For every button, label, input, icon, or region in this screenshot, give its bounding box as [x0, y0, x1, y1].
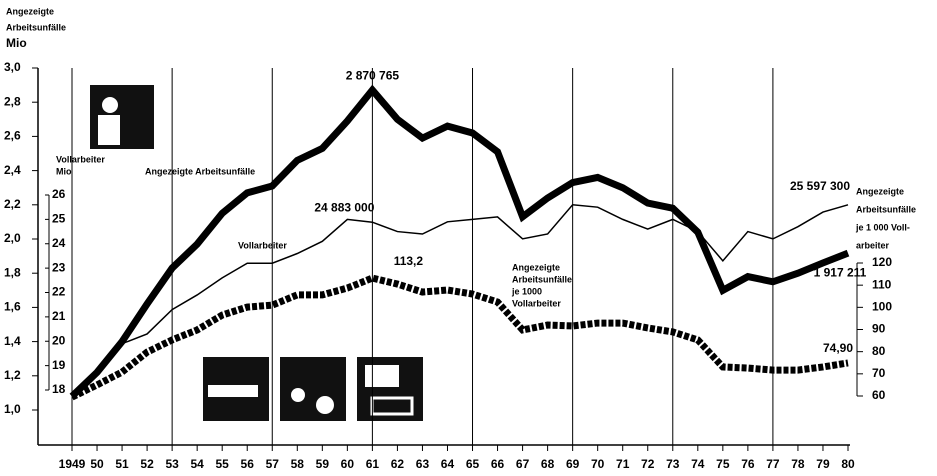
- value-label: 24 883 000: [314, 200, 374, 214]
- y3-axis-title: Arbeitsunfälle: [856, 204, 916, 214]
- y-axis-title: Angezeigte: [6, 6, 54, 16]
- y2-axis-title: Vollarbeiter: [56, 154, 105, 164]
- series-line: [72, 90, 848, 396]
- y2-tick-label: 24: [52, 236, 66, 250]
- y2-tick-label: 21: [52, 309, 66, 323]
- y-tick-label: 1,6: [4, 300, 21, 314]
- value-label: 25 597 300: [790, 179, 850, 193]
- x-tick-label: 53: [165, 457, 179, 471]
- x-tick-label: 65: [466, 457, 480, 471]
- x-tick-label: 74: [691, 457, 705, 471]
- x-tick-label: 70: [591, 457, 605, 471]
- annotation: Arbeitsunfälle: [512, 274, 572, 284]
- y-tick-label: 2,8: [4, 94, 21, 108]
- icon-body: [98, 115, 120, 145]
- y3-tick-label: 80: [872, 344, 886, 358]
- x-tick-label: 52: [140, 457, 154, 471]
- y-tick-label: 1,0: [4, 402, 21, 416]
- y2-tick-label: 25: [52, 212, 66, 226]
- y2-tick-label: 19: [52, 358, 66, 372]
- x-tick-label: 61: [366, 457, 380, 471]
- x-tick-label: 69: [566, 457, 580, 471]
- value-label: 2 870 765: [346, 68, 400, 82]
- y3-tick-label: 90: [872, 322, 886, 336]
- annotation: Vollarbeiter: [238, 240, 287, 250]
- y3-tick-label: 100: [872, 300, 892, 314]
- x-tick-label: 66: [491, 457, 505, 471]
- x-tick-label: 56: [241, 457, 255, 471]
- chart: 1,0 1,2 1,4 1,6 1,8 2,0 2,2 2,4 2,6 2,8 3,0 1949 50 5…: [0, 0, 937, 476]
- y2-tick-label: 20: [52, 333, 66, 347]
- x-tick-label: 60: [341, 457, 355, 471]
- y3-axis-title: Angezeigte: [856, 186, 904, 196]
- y3-tick-label: 70: [872, 366, 886, 380]
- y3-tick-label: 120: [872, 255, 892, 269]
- x-tick-label: 77: [766, 457, 780, 471]
- y-axis-title: Arbeitsunfälle: [6, 22, 66, 32]
- x-tick-label: 62: [391, 457, 405, 471]
- annotation: Angezeigte Arbeitsunfälle: [145, 166, 255, 176]
- x-tick-label: 64: [441, 457, 455, 471]
- x-tick-label: 67: [516, 457, 530, 471]
- y-tick-label: 2,4: [4, 163, 21, 177]
- y2-tick-label: 22: [52, 285, 66, 299]
- value-label: 1 917 211: [814, 265, 867, 279]
- y-tick-label: 3,0: [4, 60, 21, 74]
- x-tick-label: 80: [841, 457, 855, 471]
- annotation: Vollarbeiter: [512, 298, 561, 308]
- x-tick-label: 71: [616, 457, 630, 471]
- y3-tick-label: 60: [872, 388, 886, 402]
- x-tick-label: 1949: [59, 457, 86, 471]
- icons: [90, 85, 423, 421]
- icon-wheel: [291, 388, 305, 402]
- icon-agriculture: [280, 357, 346, 421]
- series-line: [72, 278, 848, 397]
- y3-tick-label: 110: [872, 277, 892, 291]
- y2-axis-title: Mio: [56, 166, 72, 176]
- x-tick-label: 58: [291, 457, 305, 471]
- x-tick-label: 50: [90, 457, 104, 471]
- y3-axis-title: arbeiter: [856, 240, 890, 250]
- x-tick-label: 78: [791, 457, 805, 471]
- x-tick-label: 76: [741, 457, 755, 471]
- y3-axis-title: je 1 000 Voll-: [855, 222, 910, 232]
- annotation: Angezeigte: [512, 262, 560, 272]
- x-tick-label: 72: [641, 457, 655, 471]
- x-tick-label: 68: [541, 457, 555, 471]
- y-tick-label: 2,6: [4, 129, 21, 143]
- y2-tick-label: 18: [52, 382, 66, 396]
- x-tick-label: 59: [316, 457, 330, 471]
- y-tick-label: 1,4: [4, 334, 21, 348]
- x-tick-label: 51: [115, 457, 129, 471]
- icon-grain: [316, 396, 334, 414]
- annotation: je 1000: [511, 286, 542, 296]
- icon-head: [102, 97, 118, 113]
- x-tick-label: 55: [216, 457, 230, 471]
- value-label: 74,90: [823, 341, 853, 355]
- value-label: 113,2: [394, 254, 424, 268]
- x-tick-label: 73: [666, 457, 680, 471]
- icon-factory: [208, 385, 258, 397]
- y-tick-label: 2,2: [4, 197, 21, 211]
- y-tick-label: 2,0: [4, 231, 21, 245]
- icon-files: [365, 365, 399, 387]
- x-tick-label: 79: [816, 457, 830, 471]
- x-tick-label: 75: [716, 457, 730, 471]
- x-tick-label: 57: [266, 457, 280, 471]
- y-tick-label: 1,8: [4, 265, 21, 279]
- y-tick-label: 1,2: [4, 368, 21, 382]
- y-axis-title: Mio: [6, 36, 27, 50]
- y2-tick-label: 23: [52, 260, 66, 274]
- x-tick-label: 54: [190, 457, 204, 471]
- y2-tick-label: 26: [52, 187, 66, 201]
- x-tick-label: 63: [416, 457, 430, 471]
